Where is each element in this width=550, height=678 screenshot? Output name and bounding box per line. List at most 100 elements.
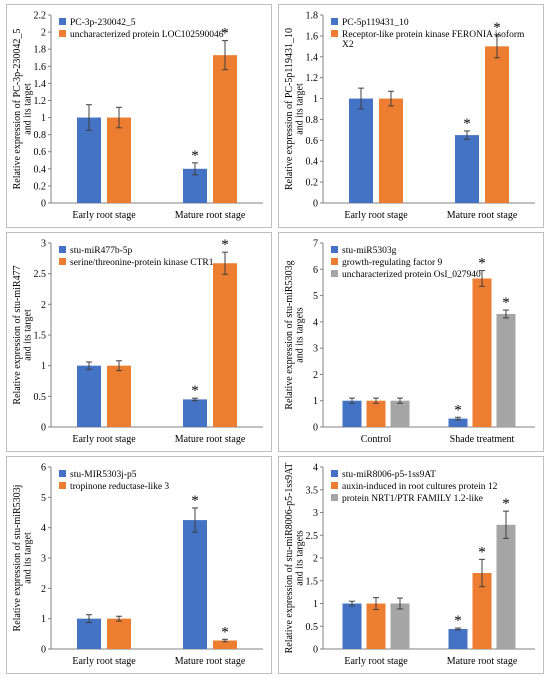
significance-marker: * (463, 116, 471, 132)
y-axis-label: Relative expression of stu-miR477and its… (12, 265, 34, 404)
x-tick-label: Early root stage (72, 210, 136, 221)
x-tick-label: Shade treatment (450, 434, 515, 445)
bar (107, 117, 131, 203)
bar (455, 135, 479, 203)
x-tick-label: Early root stage (72, 434, 136, 445)
y-tick-label: 1.5 (34, 331, 47, 342)
legend-swatch (331, 482, 338, 489)
legend-swatch (331, 270, 338, 277)
y-tick-label: 0 (313, 645, 318, 656)
x-tick-label: Mature root stage (175, 210, 246, 221)
significance-marker: * (454, 613, 462, 629)
bar (77, 365, 101, 427)
legend-swatch (331, 30, 338, 37)
y-tick-label: 4 (313, 317, 318, 328)
bar (342, 400, 362, 427)
y-tick-label: 0.6 (34, 147, 47, 158)
significance-marker: * (221, 237, 229, 253)
legend-swatch (59, 258, 66, 265)
legend-entry: stu-miR5303g (342, 246, 397, 256)
bar (390, 603, 410, 649)
bar (342, 603, 362, 649)
legend-swatch (59, 18, 66, 25)
y-tick-label: 0.4 (34, 164, 47, 175)
y-tick-label: 0.8 (306, 115, 319, 126)
y-tick-label: 4 (41, 523, 46, 534)
significance-marker: * (191, 493, 199, 509)
y-tick-label: 0.8 (34, 130, 47, 141)
legend-swatch (59, 470, 66, 477)
y-tick-label: 1.5 (306, 576, 319, 587)
significance-marker: * (191, 383, 199, 399)
chart-panel-stu-mir8006: Relative expression of stu-miR8006-p5-1s… (278, 456, 544, 674)
y-tick-label: 1.4 (34, 79, 47, 90)
y-tick-label: 2 (313, 370, 318, 381)
chart-svg: Relative expression of stu-miR5303gand i… (284, 239, 535, 445)
y-tick-label: 3 (313, 508, 318, 519)
legend-swatch (331, 18, 338, 25)
y-tick-label: 1.4 (306, 52, 319, 63)
y-axis-label: Relative expression of stu-miR5303gand i… (284, 260, 306, 409)
y-tick-label: 1 (313, 396, 318, 407)
y-tick-label: 0.2 (34, 181, 47, 192)
legend-swatch (331, 470, 338, 477)
legend-entry: stu-miR8006-p5-1ss9AT (342, 470, 436, 480)
y-tick-label: 3 (313, 344, 318, 355)
chart-panel-pc-5p119431: Relative expression of PC-5p119431_10and… (278, 4, 544, 228)
y-tick-label: 4 (313, 463, 318, 474)
legend-entry: Receptor-like protein kinase FERONIA iso… (342, 29, 525, 50)
legend-entry: tropinone reductase-like 3 (70, 482, 169, 492)
bar (496, 524, 516, 649)
significance-marker: * (478, 256, 486, 272)
y-tick-label: 1.6 (34, 62, 47, 73)
x-tick-label: Mature root stage (447, 210, 518, 221)
bar (213, 55, 237, 203)
y-tick-label: 1 (41, 361, 46, 372)
y-tick-label: 0.2 (306, 178, 319, 189)
chart-svg: Relative expression of stu-miR5303jand i… (12, 463, 263, 667)
chart-svg: Relative expression of stu-miR8006-p5-1s… (284, 463, 535, 667)
y-tick-label: 1 (41, 614, 46, 625)
significance-marker: * (502, 496, 510, 512)
significance-marker: * (191, 148, 199, 164)
y-tick-label: 1 (41, 113, 46, 124)
y-tick-label: 1.8 (34, 45, 47, 56)
y-tick-label: 5 (313, 291, 318, 302)
bar (183, 520, 207, 649)
bar (107, 618, 131, 649)
legend-entry: protein NRT1/PTR FAMILY 1.2-like (342, 494, 483, 504)
y-tick-label: 0 (313, 423, 318, 434)
legend-entry: uncharacterized protein LOC102590046 (70, 30, 224, 40)
legend-entry: PC-5p119431_10 (342, 18, 409, 28)
bar (366, 400, 386, 427)
y-tick-label: 0 (41, 645, 46, 656)
chart-svg: Relative expression of PC-5p119431_10and… (284, 11, 535, 221)
legend-swatch (59, 246, 66, 253)
chart-panel-stu-mir5303j: Relative expression of stu-miR5303jand i… (6, 456, 272, 674)
legend-entry: stu-miR477b-5p (70, 246, 133, 256)
y-tick-label: 0 (313, 199, 318, 210)
y-tick-label: 3.5 (306, 485, 319, 496)
significance-marker: * (454, 402, 462, 418)
significance-marker: * (493, 20, 501, 36)
significance-marker: * (478, 544, 486, 560)
bar (366, 603, 386, 649)
chart-panel-stu-mir5303g: Relative expression of stu-miR5303gand i… (278, 232, 544, 452)
y-tick-label: 3 (41, 239, 46, 250)
legend-entry: stu-MIR5303j-p5 (70, 470, 137, 480)
y-tick-label: 0.4 (306, 157, 319, 168)
y-axis-label: Relative expression of PC-5p119431_10and… (284, 28, 306, 190)
legend-entry: growth-regulating factor 9 (342, 257, 442, 268)
legend-swatch (59, 482, 66, 489)
chart-panel-stu-mir477: Relative expression of stu-miR477and its… (6, 232, 272, 452)
legend-swatch (59, 30, 66, 37)
y-tick-label: 1 (313, 599, 318, 610)
bar (183, 399, 207, 427)
y-axis-label: Relative expression of PC-3p-230042_5and… (12, 29, 34, 190)
x-tick-label: Early root stage (344, 656, 408, 667)
bar (448, 628, 468, 649)
legend-entry: uncharacterized protein OsI_027940 (342, 270, 481, 280)
x-tick-label: Control (361, 434, 392, 445)
bar (472, 278, 492, 427)
legend-swatch (331, 258, 338, 265)
